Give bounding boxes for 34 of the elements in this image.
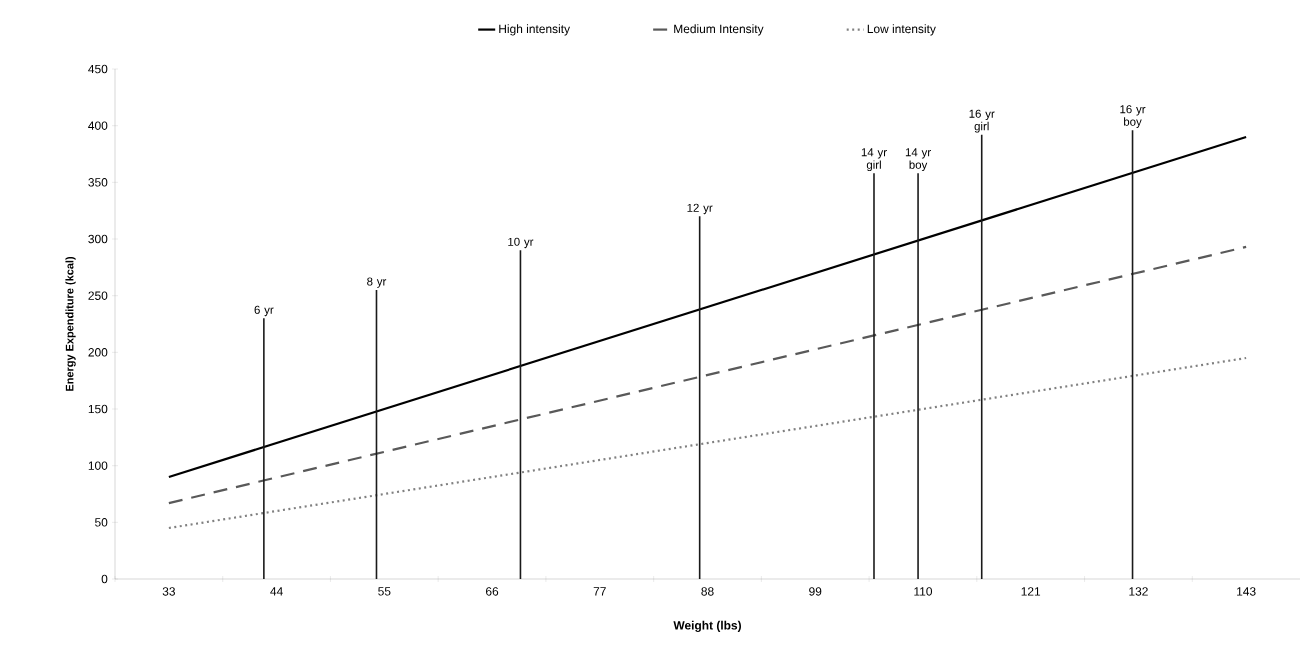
annotation: 14 yr girl xyxy=(861,148,887,172)
y-tick-label: 350 xyxy=(88,178,108,187)
annotation: 10 yr xyxy=(508,237,534,249)
x-tick-label: 88 xyxy=(701,587,714,596)
x-tick-label: 55 xyxy=(378,587,391,596)
y-tick-label: 300 xyxy=(88,234,108,244)
y-tick-label: 150 xyxy=(88,404,108,414)
y-tick-label: 50 xyxy=(95,518,108,527)
legend-label: Low intensity xyxy=(867,24,936,36)
y-tick-label: 100 xyxy=(88,461,108,470)
annotation: 14 yr boy xyxy=(905,148,931,172)
x-tick-label: 110 xyxy=(914,587,933,596)
x-tick-label: 132 xyxy=(1129,587,1148,596)
x-axis-title: Weight (lbs) xyxy=(673,620,741,633)
x-tick-label: 44 xyxy=(270,587,283,596)
y-tick-label: 250 xyxy=(88,291,108,300)
x-tick-label: 77 xyxy=(593,587,606,596)
x-tick-label: 66 xyxy=(486,587,499,596)
x-tick-label: 99 xyxy=(809,587,822,596)
annotation: 16 yr boy xyxy=(1120,105,1146,128)
legend-label: Medium Intensity xyxy=(674,24,764,36)
y-tick-label: 200 xyxy=(88,348,108,357)
annotation: 8 yr xyxy=(367,277,387,288)
y-tick-label: 400 xyxy=(88,121,108,130)
y-tick-label: 450 xyxy=(88,64,108,74)
x-tick-label: 33 xyxy=(162,587,175,596)
annotation: 16 yr girl xyxy=(969,109,995,133)
legend-label: High intensity xyxy=(499,24,571,36)
annotation: 6 yr xyxy=(254,305,274,317)
annotation: 12 yr xyxy=(687,203,713,215)
x-tick-label: 143 xyxy=(1237,587,1256,596)
y-tick-label: 0 xyxy=(101,574,108,584)
x-tick-label: 121 xyxy=(1021,587,1041,596)
y-axis-title: Energy Expenditure (kcal) xyxy=(65,256,76,391)
